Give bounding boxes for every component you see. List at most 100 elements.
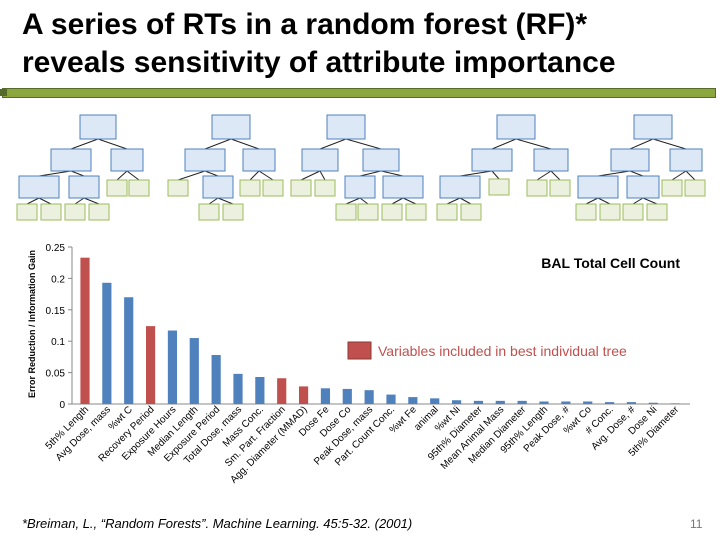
tree-branch <box>380 170 404 177</box>
tree-split-node <box>496 114 536 140</box>
tree-branch <box>208 197 219 205</box>
tree-branch <box>359 197 369 205</box>
tree-branch <box>491 170 500 180</box>
y-axis-label: Error Reduction / Information Gain <box>27 250 37 398</box>
tree-branch <box>319 170 326 181</box>
tree-split-node <box>79 114 117 140</box>
tree-split-node <box>50 148 92 172</box>
y-tick-label: 0.1 <box>51 337 65 348</box>
tree-branch <box>230 138 260 150</box>
tree-branch <box>446 197 461 205</box>
y-tick-label: 0.15 <box>46 306 66 317</box>
tree-split-node <box>110 148 144 172</box>
bar <box>80 257 90 404</box>
bar <box>648 402 658 404</box>
tree-leaf-node <box>128 179 150 197</box>
bar <box>102 282 112 404</box>
tree-branch <box>83 197 100 205</box>
tree-branch <box>26 197 40 205</box>
tree-branch <box>491 138 517 150</box>
bar <box>145 326 156 404</box>
tree-leaf-node <box>684 179 706 197</box>
tree-split-node <box>344 175 376 199</box>
tree-leaf-node <box>661 179 683 197</box>
bar <box>430 398 440 404</box>
y-tick-label: 0.05 <box>46 369 66 380</box>
chart-title: BAL Total Cell Count <box>541 255 680 271</box>
tree-leaf-node <box>436 203 458 221</box>
tree-branch <box>70 138 99 150</box>
tree-branch <box>459 170 493 177</box>
tree-branch <box>38 197 52 205</box>
tree-leaf-node <box>167 179 189 197</box>
bar <box>342 388 352 404</box>
bar <box>473 400 484 404</box>
tree-branch <box>70 170 85 177</box>
tree-split-node <box>382 175 424 199</box>
feature-importance-chart: BAL Total Cell Count Error Reduction / I… <box>27 243 690 486</box>
decision-tree <box>436 114 571 221</box>
bar <box>167 330 178 404</box>
decision-tree <box>16 114 150 221</box>
tree-branch <box>685 170 696 181</box>
tree-leaf-node <box>599 203 621 221</box>
tree-split-node <box>633 114 673 140</box>
tree-split-node <box>471 148 513 172</box>
tree-leaf-node <box>40 203 62 221</box>
bar <box>495 400 505 404</box>
tree-leaf-node <box>381 203 403 221</box>
tree-branch <box>177 170 206 181</box>
tree-split-node <box>533 148 569 172</box>
bar <box>233 373 243 404</box>
bar <box>451 400 462 404</box>
tree-branch <box>126 170 140 181</box>
tree-leaf-node <box>239 179 261 197</box>
tree-branch <box>249 170 260 181</box>
tree-split-node <box>577 175 619 199</box>
tree-branch <box>550 170 561 181</box>
tree-leaf-node <box>526 179 548 197</box>
slide-number: 11 <box>690 517 703 531</box>
tree-branch <box>38 170 72 177</box>
bar <box>189 338 199 404</box>
bar <box>255 376 265 404</box>
tree-leaf-node <box>488 178 510 196</box>
tree-branch <box>642 197 658 205</box>
tree-branch <box>391 197 404 205</box>
bar <box>298 386 309 404</box>
title-line-2: reveals sensitivity of attribute importa… <box>22 46 616 79</box>
bar <box>277 378 287 404</box>
slide-title: A series of RTs in a random forest (RF)*… <box>22 6 712 82</box>
tree-leaf-node <box>549 179 571 197</box>
accent-bar <box>2 88 716 98</box>
tree-split-node <box>68 175 100 199</box>
tree-split-node <box>202 175 234 199</box>
tree-branch <box>74 197 85 205</box>
y-tick-label: 0 <box>59 400 65 411</box>
tree-branch <box>585 197 599 205</box>
tree-branch <box>597 197 611 205</box>
y-tick-label: 0.25 <box>46 243 66 254</box>
tree-split-node <box>669 148 703 172</box>
tree-leaf-node <box>106 179 128 197</box>
tree-leaf-node <box>290 179 312 197</box>
tree-split-node <box>362 148 400 172</box>
tree-branch <box>629 138 654 150</box>
tree-branch <box>116 170 128 181</box>
tree-branch <box>217 197 234 205</box>
tree-leaf-node <box>405 203 427 221</box>
legend-swatch <box>347 341 372 360</box>
tree-branch <box>97 138 128 150</box>
tree-leaf-node <box>335 203 357 221</box>
tree-leaf-node <box>646 203 668 221</box>
tree-leaf-node <box>262 179 284 197</box>
tree-branch <box>671 170 687 181</box>
tree-split-node <box>211 114 251 140</box>
tree-branch <box>345 138 382 150</box>
tree-branch <box>204 170 219 177</box>
tree-branch <box>345 197 361 205</box>
tree-leaf-node <box>575 203 597 221</box>
tree-leaf-node <box>460 203 482 221</box>
tree-leaf-node <box>314 179 336 197</box>
